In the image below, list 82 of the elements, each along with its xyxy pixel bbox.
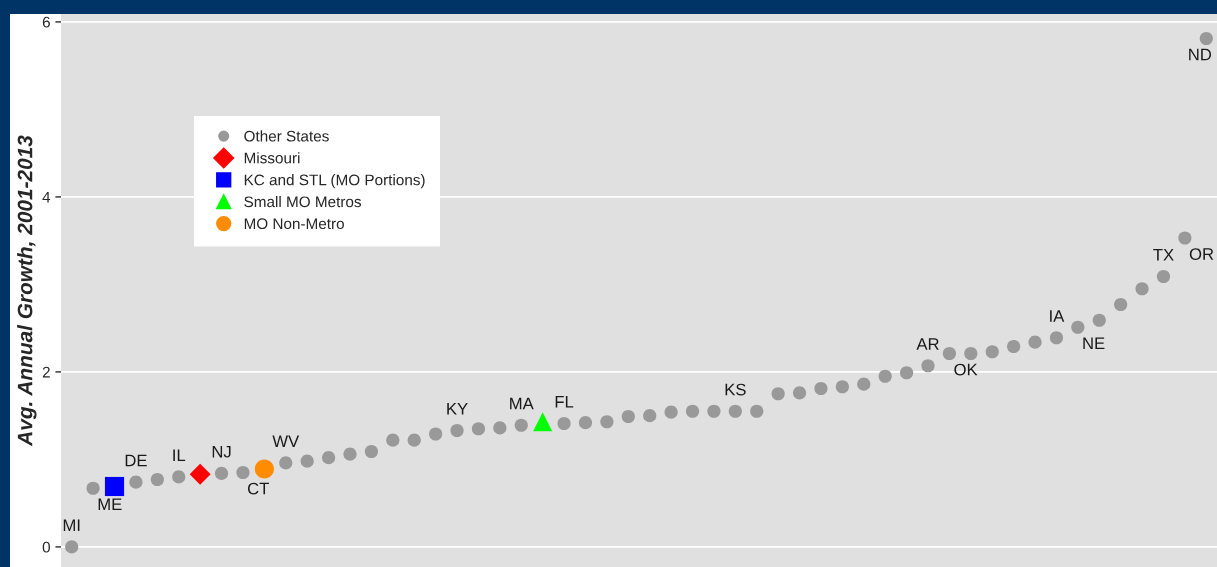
point: [150, 472, 164, 487]
data-label: MI: [63, 519, 80, 531]
point: [1028, 335, 1042, 349]
point: [643, 409, 657, 423]
point: [86, 481, 100, 495]
data-label: KY: [447, 403, 468, 415]
point: [835, 380, 849, 394]
point: [386, 433, 400, 447]
data-label: KS: [725, 383, 746, 396]
legend-label: KC and STL (MO Portions): [244, 174, 425, 189]
point: [236, 465, 250, 480]
data-label: DE: [125, 454, 147, 467]
point: [1135, 282, 1149, 296]
point: [942, 346, 956, 361]
data-label: NE: [1083, 337, 1105, 350]
data-label: FL: [555, 396, 574, 408]
point: [429, 427, 443, 441]
point: [921, 359, 935, 373]
point: [300, 454, 314, 468]
point: [189, 463, 211, 485]
point: [578, 416, 593, 430]
point: [471, 422, 486, 436]
point: [214, 466, 229, 480]
point: [129, 475, 143, 489]
point: [557, 416, 571, 431]
point: [750, 404, 764, 418]
point: [792, 386, 807, 400]
point: [407, 433, 421, 447]
point: [1199, 31, 1213, 46]
point: [664, 405, 678, 419]
y-tick-label: 6: [42, 16, 50, 28]
data-label: OK: [954, 363, 978, 376]
point: [343, 447, 357, 461]
point: [450, 423, 464, 438]
point: [172, 470, 186, 484]
point: [514, 418, 528, 432]
legend-label: Other States: [244, 130, 329, 142]
data-label: WV: [272, 435, 300, 447]
point: [685, 404, 700, 418]
y-axis-title: Avg. Annual Growth, 2001-2013: [17, 135, 37, 447]
point: [1178, 231, 1192, 245]
point: [964, 346, 978, 361]
point: [728, 404, 742, 418]
point: [600, 415, 614, 429]
data-label: NJ: [212, 445, 231, 458]
data-label: MA: [510, 397, 534, 410]
data-label: CT: [247, 482, 269, 495]
point: [65, 540, 79, 554]
legend-label: Small MO Metros: [244, 195, 362, 208]
point: [878, 369, 892, 383]
point: [1071, 320, 1085, 334]
data-label: ME: [98, 498, 122, 511]
point: [1007, 339, 1021, 354]
data-label: IL: [173, 449, 186, 461]
point: [900, 366, 914, 380]
point: [985, 345, 999, 359]
y-tick-label: 2: [42, 366, 50, 378]
data-label: IA: [1050, 310, 1065, 322]
point: [814, 381, 828, 396]
point: [621, 409, 635, 424]
point: [279, 456, 293, 470]
point: [1156, 269, 1171, 284]
legend-label: MO Non-Metro: [244, 218, 344, 230]
point: [254, 459, 274, 479]
data-label: OR: [1189, 248, 1214, 260]
y-tick-label: 4: [42, 191, 51, 203]
data-label: ND: [1189, 48, 1212, 61]
point: [493, 421, 507, 435]
point: [322, 451, 336, 465]
y-tick-label: 0: [42, 541, 50, 553]
point: [707, 404, 721, 418]
point: [533, 412, 553, 432]
point: [1114, 297, 1128, 312]
point: [364, 444, 378, 459]
point: [1092, 313, 1106, 327]
data-label: TX: [1153, 249, 1174, 261]
data-label: AR: [916, 338, 939, 350]
point: [104, 476, 125, 497]
legend-label: Missouri: [244, 152, 300, 164]
point: [771, 387, 785, 401]
point: [1049, 331, 1064, 345]
point: [857, 377, 871, 391]
